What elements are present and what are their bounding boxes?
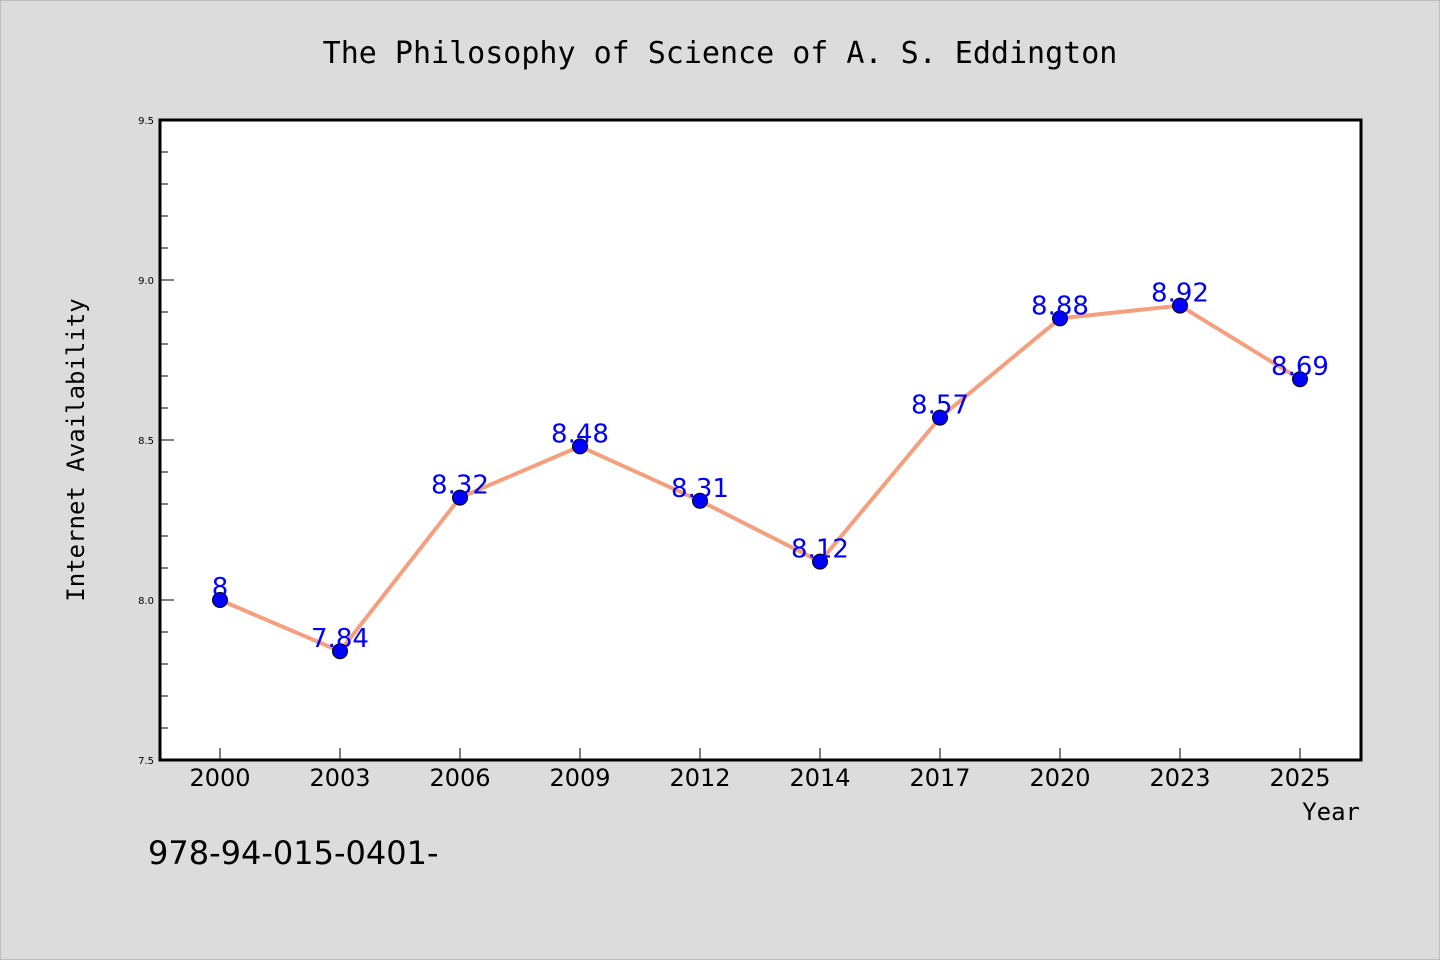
y-axis-title: Internet Availability [62,298,90,601]
data-label: 8.32 [431,471,489,501]
data-label: 7.84 [311,624,369,654]
data-label: 8.69 [1271,352,1329,382]
data-label: 8 [212,573,229,603]
x-tick-label: 2000 [189,764,250,792]
data-label: 8.57 [911,391,969,421]
y-tick-label: 9.5 [138,116,154,127]
series-line-group [212,297,1308,660]
data-point [1292,371,1308,388]
data-point [692,492,708,509]
x-axis-title: Year [1302,798,1360,826]
y-tick-label: 7.5 [138,756,154,767]
data-label: 8.12 [791,535,849,565]
x-tick-label: 2014 [789,764,850,792]
data-point [1052,310,1068,327]
data-label: 8.31 [671,474,729,504]
y-axis: 7.5 8.0 8.5 9.0 9.5 [138,116,174,767]
chart-title: The Philosophy of Science of A. S. Eddin… [323,36,1118,71]
data-point [812,553,828,570]
x-tick-label: 2025 [1269,764,1330,792]
y-tick-label: 9.0 [138,276,154,287]
x-tick-label: 2023 [1149,764,1210,792]
data-point [1172,297,1188,314]
x-tick-label: 2017 [909,764,970,792]
data-point [212,592,228,608]
data-label: 8.48 [551,419,609,449]
x-tick-label: 2020 [1029,764,1090,792]
series-line [219,303,1302,654]
data-labels-group: 8 7.84 8.32 8.48 8.31 8.12 8.57 8.88 8.92 8.69 [212,279,1329,655]
x-axis: 2000 2003 2006 2009 2012 2014 2017 2020 2023 2025 [189,748,1331,792]
x-tick-label: 2009 [549,764,610,792]
plot-area [158,118,1363,762]
data-point [332,643,348,660]
data-point [932,409,948,426]
y-tick-label: 8.0 [138,596,154,607]
data-point [452,489,468,506]
footer-code: 978-94-015-0401- [148,834,439,872]
x-tick-label: 2006 [429,764,490,792]
x-tick-label: 2012 [669,764,730,792]
data-point [572,438,588,455]
y-tick-label: 8.5 [138,436,154,447]
data-label: 8.92 [1151,279,1209,309]
data-label: 8.88 [1031,291,1089,321]
x-tick-label: 2003 [309,764,370,792]
